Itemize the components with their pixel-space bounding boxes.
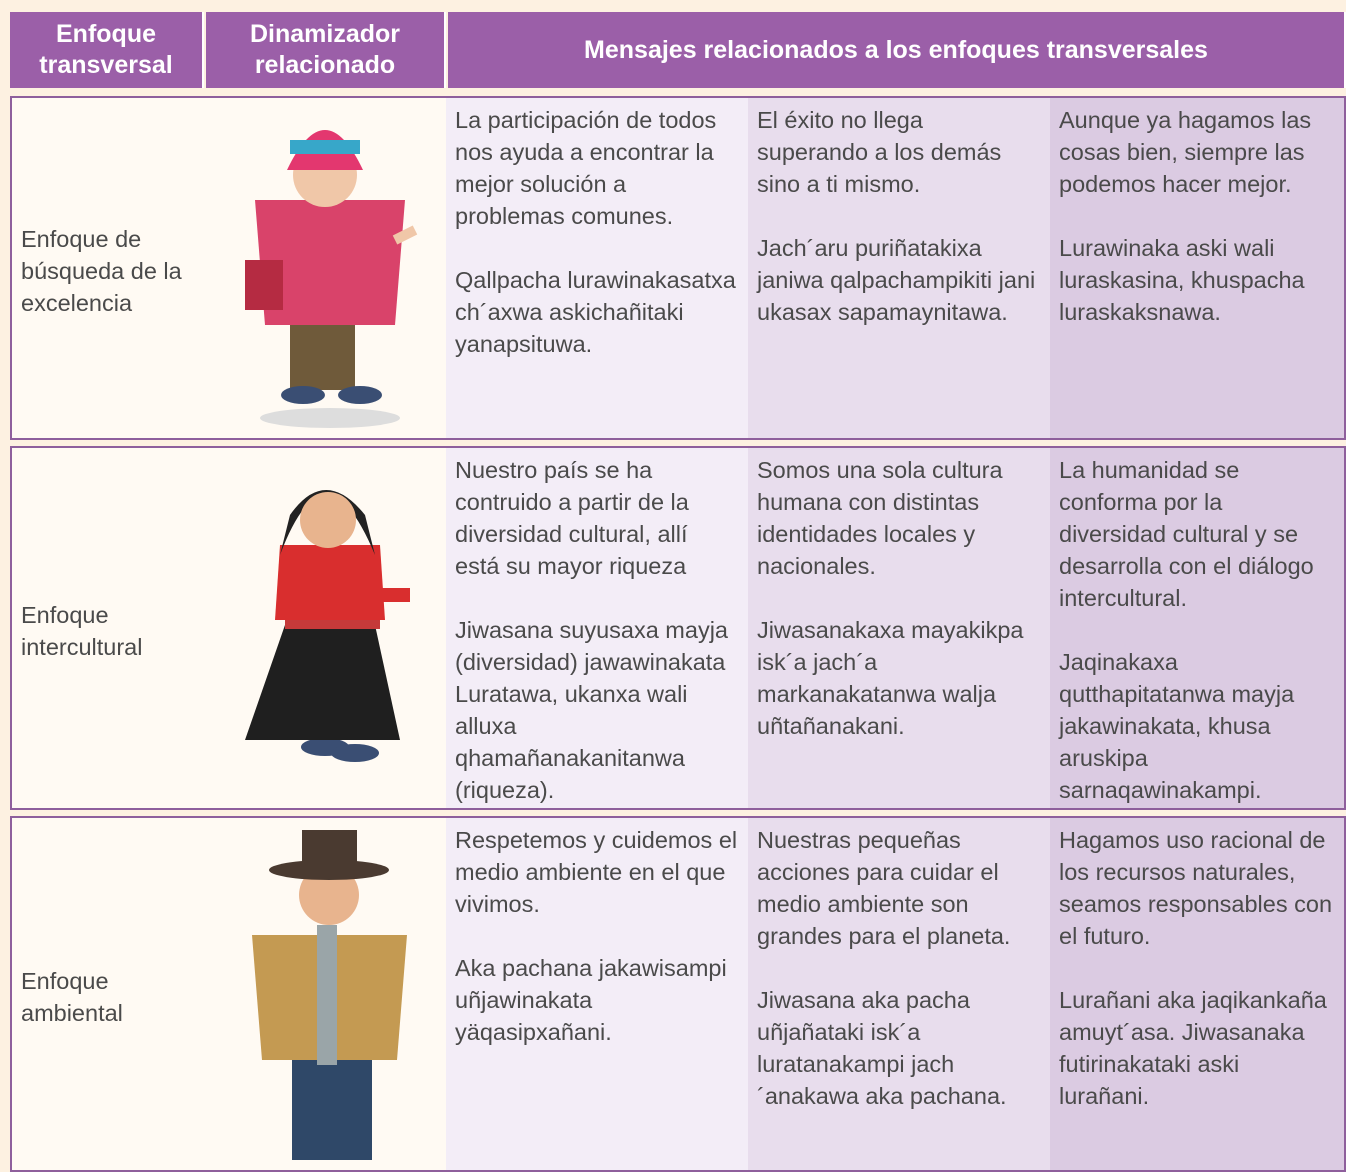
- message-text: Jach´aru puriñatakixa janiwa qalpachampi…: [757, 235, 1036, 325]
- message-cell: Nuestras pequeñas acciones para cuidar e…: [748, 816, 1052, 1172]
- figure-ambiental: [252, 830, 407, 1160]
- message-cell: Nuestro país se ha contruido a partir de…: [446, 446, 750, 810]
- message-cell: Somos una sola cultura humana con distin…: [748, 446, 1052, 810]
- message-text: La participación de todos nos ayuda a en…: [455, 107, 717, 229]
- message-text: Aunque ya hagamos las cosas bien, siempr…: [1059, 107, 1312, 197]
- header-cell: Enfoque transversal: [10, 12, 204, 88]
- message-cell: La participación de todos nos ayuda a en…: [446, 96, 750, 440]
- message-cell: La humanidad se conforma por la diversid…: [1050, 446, 1346, 810]
- message-cell: El éxito no llega superando a los demás …: [748, 96, 1052, 440]
- message-text: Lurawinaka aski wali luraskasina, khuspa…: [1059, 235, 1305, 325]
- message-cell: Hagamos uso racional de los recursos nat…: [1050, 816, 1346, 1172]
- approach-cell: Enfoque intercultural: [10, 446, 206, 810]
- figure-excellence: [245, 130, 418, 428]
- message-text: Lurañani aka jaqikankaña amuyt´asa. Jiwa…: [1059, 987, 1327, 1109]
- message-text: Jiwasana aka pacha uñjañataki isk´a lura…: [757, 987, 1007, 1109]
- message-text: Qallpacha lurawinakasatxa ch´axwa askich…: [455, 267, 736, 357]
- message-text: Respetemos y cuidemos el medio ambiente …: [455, 827, 738, 917]
- message-text: Jaqinakaxa qutthapitatanwa mayja jakawin…: [1059, 649, 1295, 803]
- header-cell: Mensajes relacionados a los enfoques tra…: [448, 12, 1346, 88]
- message-text: La humanidad se conforma por la diversid…: [1059, 457, 1314, 611]
- figure-intercultural: [245, 490, 410, 762]
- message-text: El éxito no llega superando a los demás …: [757, 107, 1002, 197]
- message-text: Jiwasana suyusaxa mayja (diversidad) jaw…: [455, 617, 728, 803]
- approach-cell: Enfoque de búsqueda de la excelencia: [10, 96, 206, 440]
- message-cell: Aunque ya hagamos las cosas bien, siempr…: [1050, 96, 1346, 440]
- message-text: Hagamos uso racional de los recursos nat…: [1059, 827, 1333, 949]
- message-text: Somos una sola cultura humana con distin…: [757, 457, 1003, 579]
- approach-text: Enfoque ambiental: [21, 968, 123, 1026]
- header-cell: Dinamizador relacionado: [206, 12, 446, 88]
- message-text: Aka pachana jakawisampi uñjawinakata yäq…: [455, 955, 727, 1045]
- message-text: Nuestro país se ha contruido a partir de…: [455, 457, 689, 579]
- approach-cell: Enfoque ambiental: [10, 816, 206, 1172]
- message-text: Jiwasanakaxa mayakikpa isk´a jach´a mark…: [757, 617, 1024, 739]
- approach-text: Enfoque de búsqueda de la excelencia: [21, 226, 182, 316]
- approach-text: Enfoque intercultural: [21, 602, 143, 660]
- message-text: Nuestras pequeñas acciones para cuidar e…: [757, 827, 1011, 949]
- message-cell: Respetemos y cuidemos el medio ambiente …: [446, 816, 750, 1172]
